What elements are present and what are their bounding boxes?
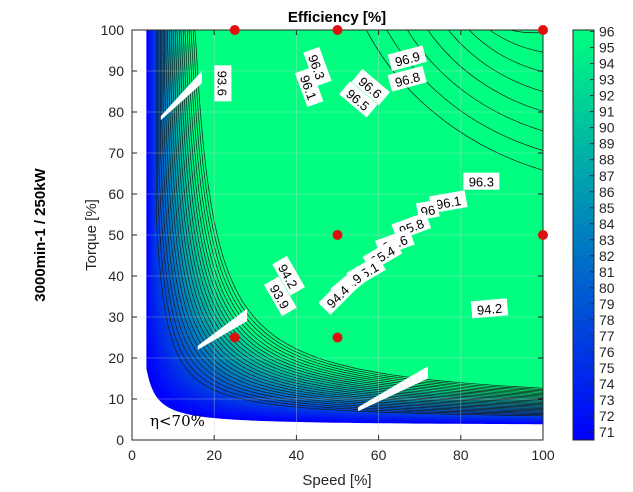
x-tick-label: 0 [128,447,136,463]
colorbar-tick-label: 72 [599,408,615,424]
colorbar-tick-label: 89 [599,136,615,152]
contour-line [468,30,543,73]
contour-line [427,30,543,112]
y-tick-label: 40 [108,268,124,284]
colorbar-tick-label: 84 [599,216,615,232]
y-tick-label: 30 [108,309,124,325]
x-tick-label: 80 [453,447,469,463]
operating-point [538,230,548,240]
colorbar-tick-label: 88 [599,152,615,168]
colorbar-tick-label: 80 [599,280,615,296]
y-tick-label: 20 [108,350,124,366]
colorbar-tick-label: 95 [599,40,615,56]
colorbar-tick-label: 90 [599,120,615,136]
x-tick-label: 100 [531,447,555,463]
contour-label-bg [429,190,468,214]
y-tick-label: 70 [108,145,124,161]
label-mask [160,71,202,121]
y-tick-label: 0 [116,432,124,448]
colorbar-tick-label: 82 [599,248,615,264]
colorbar-tick-label: 71 [599,424,615,440]
x-tick-label: 20 [206,447,222,463]
contour-label-bg [318,277,356,315]
y-tick-label: 90 [108,63,124,79]
y-tick-label: 60 [108,186,124,202]
contour-label: 96.3 [463,172,500,190]
contour-fill [146,30,543,425]
colorbar-tick-label: 83 [599,232,615,248]
colorbar-tick-label: 96 [599,24,615,40]
contour-label-bg [295,67,324,108]
operating-point [332,25,343,35]
x-tick-label: 40 [289,447,305,463]
y-tick-label: 100 [101,22,125,38]
contour-label-bg [463,172,500,190]
colorbar-tick-label: 79 [599,296,615,312]
contour-line [448,30,543,92]
contour-label-text: 93.6 [214,71,229,96]
y-tick-label: 80 [108,104,124,120]
x-axis-label: Speed [%] [302,472,371,489]
operating-point [538,25,548,35]
contour-label-text: 96.9 [393,49,421,70]
colorbar-tick-label: 93 [599,72,615,88]
contour-label-bg [303,46,332,87]
contour-line [386,30,543,151]
colorbar-tick-label: 85 [599,200,615,216]
contour-label-bg [339,81,378,118]
operating-point [229,25,240,35]
operating-point [332,332,343,343]
contour-label-text: 96.3 [469,175,494,190]
y-tick-label: 50 [108,227,124,243]
colorbar-tick-label: 78 [599,312,615,328]
side-label: 3000min-1 / 250kW [32,167,49,301]
y-ticks: 0 10 20 30 40 50 60 70 80 90 100 [101,22,543,448]
colorbar-tick-label: 91 [599,104,615,120]
colorbar-ticks: 7172737475767778798081828384858687888990… [590,24,615,440]
x-tick-label: 60 [371,447,387,463]
colorbar-tick-label: 81 [599,264,615,280]
contour-label-bg [387,45,427,72]
operating-point [229,332,240,343]
contour-label-bg [351,68,390,106]
contour-label-bg [214,65,232,102]
contour-label-text: 96.1 [435,193,463,212]
contour-label: 96.9 [387,45,427,72]
colorbar-tick-label: 87 [599,168,615,184]
contour-label: 94.2 [470,298,509,319]
colorbar-tick-label: 94 [599,56,615,72]
label-mask [197,308,248,350]
contour-line [489,30,543,53]
colorbar-tick-label: 76 [599,344,615,360]
operating-points [229,25,548,343]
contour-labels: 96.996.896.696.596.396.193.696.396.19695… [214,45,509,319]
chart-title: Efficiency [%] [288,9,386,26]
contour-label-bg [272,255,305,296]
y-tick-label: 10 [108,391,124,407]
contour-label-bg [264,276,297,317]
efficiency-threshold-annotation: η<70% [150,412,205,430]
contour-label: 96.8 [387,65,427,92]
colorbar-tick-label: 75 [599,360,615,376]
contour-label-text: 94.2 [476,301,503,318]
colorbar [572,29,595,441]
operating-point [332,230,343,240]
colorbar-tick-label: 92 [599,88,615,104]
contour-label: 93.6 [214,65,232,102]
contour-line [365,30,543,171]
y-axis-label: Torque [%] [83,199,100,271]
contour-label-bg [387,65,427,92]
colorbar-tick-label: 86 [599,184,615,200]
contour-label: 96.1 [429,190,468,214]
contour-label-bg [470,298,509,319]
colorbar-tick-label: 73 [599,392,615,408]
colorbar-tick-label: 77 [599,328,615,344]
colorbar-tick-label: 74 [599,376,615,392]
x-ticks: 0 20 40 60 80 100 [128,30,555,463]
label-mask [358,366,428,412]
contour-label-text: 96.8 [393,69,421,90]
